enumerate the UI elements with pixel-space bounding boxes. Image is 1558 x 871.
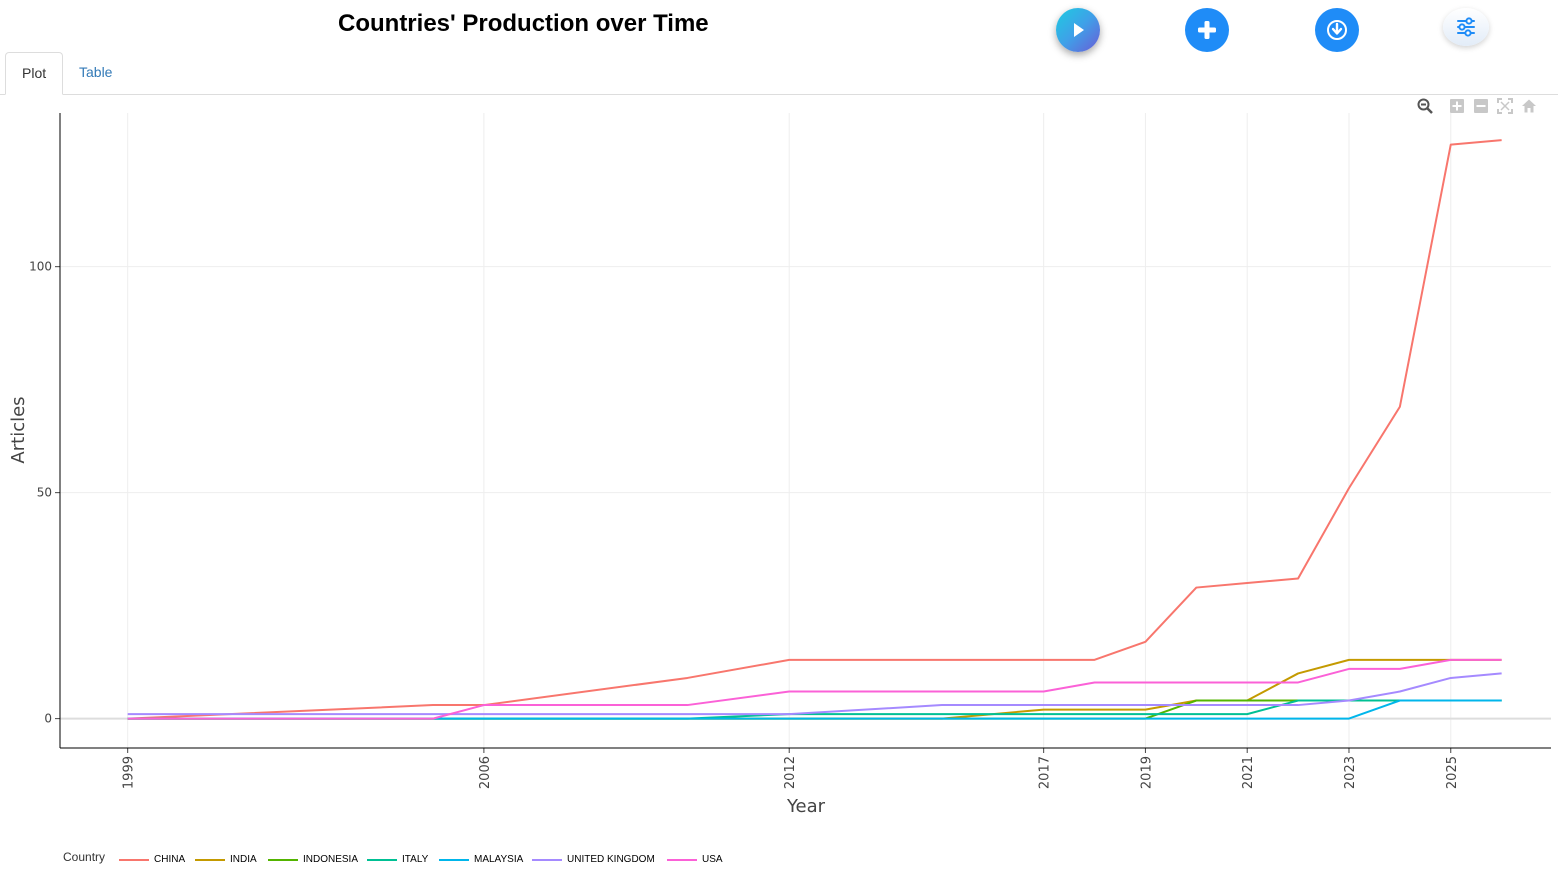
legend-label: UNITED KINGDOM <box>567 854 655 865</box>
autoscale-icon[interactable] <box>1496 97 1514 115</box>
legend-label: CHINA <box>154 854 186 865</box>
settings-button[interactable] <box>1443 8 1489 46</box>
x-tick-label: 2025 <box>1445 756 1460 789</box>
x-tick-label: 2012 <box>783 756 798 789</box>
y-tick-label: 0 <box>44 712 52 726</box>
legend-swatch <box>532 859 562 861</box>
page-title: Countries' Production over Time <box>338 10 709 37</box>
reset-home-icon[interactable] <box>1520 97 1538 115</box>
legend-label: MALAYSIA <box>474 854 524 865</box>
zoom-icon[interactable] <box>1416 97 1434 115</box>
series-lines <box>127 139 1502 720</box>
legend-swatch <box>439 859 469 861</box>
y-tick-label: 100 <box>29 260 52 274</box>
legend-swatch <box>195 859 225 861</box>
tab-plot[interactable]: Plot <box>5 52 64 95</box>
x-tick-label: 2021 <box>1241 756 1256 789</box>
series-line-united-kingdom[interactable] <box>127 672 1502 716</box>
plus-icon <box>1198 21 1216 39</box>
x-tick-label: 2006 <box>478 756 493 789</box>
sliders-icon <box>1457 17 1475 37</box>
download-button[interactable] <box>1315 8 1359 52</box>
x-tick-label: 2017 <box>1038 756 1053 789</box>
x-tick-label: 1999 <box>122 756 137 789</box>
x-tick-label: 2023 <box>1343 756 1358 789</box>
grid-lines <box>60 113 1551 748</box>
y-axis-label: Articles <box>8 396 29 463</box>
legend-label: INDONESIA <box>303 854 359 865</box>
axes <box>55 113 1551 753</box>
x-tick-label: 2019 <box>1139 756 1154 789</box>
legend-title: Country <box>63 850 106 864</box>
zoom-out-icon[interactable] <box>1472 97 1490 115</box>
tick-labels: 1999 2006 2012 2017 2019 2021 2023 2025 0 50 100 <box>29 260 1460 789</box>
legend-swatch <box>268 859 298 861</box>
y-tick-label: 50 <box>37 486 52 500</box>
series-line-china[interactable] <box>127 139 1502 720</box>
x-axis-label: Year <box>786 796 826 817</box>
tab-table[interactable]: Table <box>79 64 113 80</box>
legend-swatch <box>667 859 697 861</box>
zoom-in-icon[interactable] <box>1448 97 1466 115</box>
play-icon <box>1074 23 1084 37</box>
series-line-malaysia[interactable] <box>127 699 1502 720</box>
add-button[interactable] <box>1185 8 1229 52</box>
tab-bar: Plot Table <box>0 52 1558 95</box>
legend-swatch <box>367 859 397 861</box>
play-button[interactable] <box>1056 8 1100 52</box>
legend-label: USA <box>702 854 723 865</box>
legend-label: ITALY <box>402 854 429 865</box>
series-line-usa[interactable] <box>127 658 1502 720</box>
download-icon <box>1327 20 1347 40</box>
legend-swatch <box>119 859 149 861</box>
legend-label: INDIA <box>230 854 257 865</box>
